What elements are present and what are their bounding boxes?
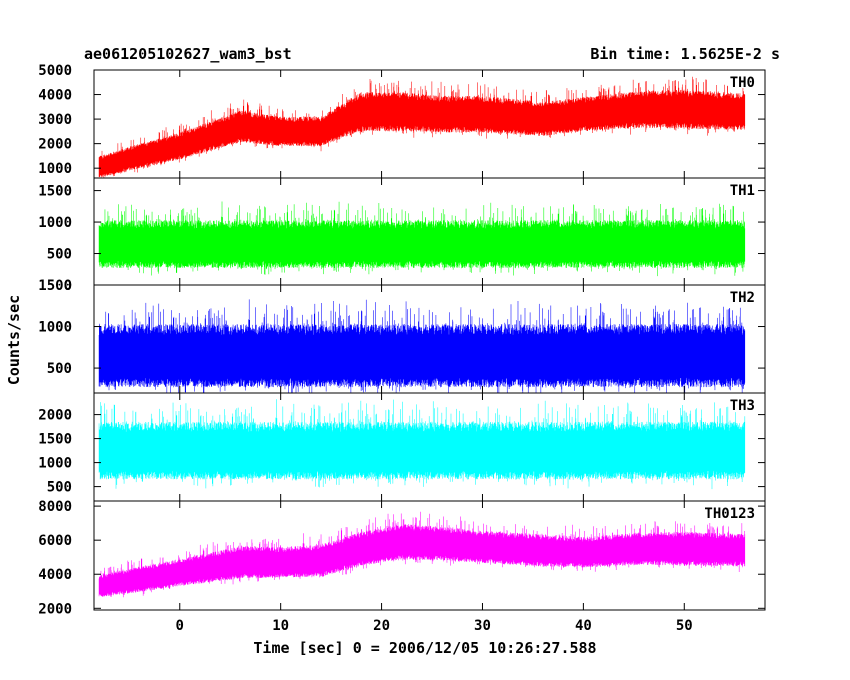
y-tick-label: 1000 — [38, 161, 72, 177]
x-tick-label: 30 — [474, 618, 491, 634]
y-tick-label: 4000 — [38, 567, 72, 583]
y-tick-label: 2000 — [38, 408, 72, 424]
series-TH3-line — [98, 399, 746, 490]
y-tick-label: 1000 — [38, 320, 72, 336]
series-TH0-line — [98, 76, 746, 178]
y-tick-label: 8000 — [38, 499, 72, 515]
y-tick-label: 500 — [47, 480, 72, 496]
y-tick-label: 2000 — [38, 601, 72, 617]
panel-frame-TH0123 — [93, 500, 766, 611]
series-label-TH0: TH0 — [730, 75, 755, 91]
x-tick-label: 20 — [373, 618, 390, 634]
y-tick-label: 1500 — [38, 432, 72, 448]
x-axis-label: Time [sec] 0 = 2006/12/05 10:26:27.588 — [253, 639, 596, 657]
y-tick-label: 5000 — [38, 63, 72, 79]
y-tick-label: 3000 — [38, 112, 72, 128]
series-label-TH2: TH2 — [730, 290, 755, 306]
series-TH2-line — [98, 299, 746, 393]
x-tick-label: 0 — [176, 618, 184, 634]
y-tick-label: 1000 — [38, 456, 72, 472]
series-label-TH3: TH3 — [730, 398, 755, 414]
series-TH0123-line — [98, 511, 746, 598]
y-tick-label: 500 — [47, 247, 72, 263]
y-tick-label: 500 — [47, 361, 72, 377]
panels: TH010002000300040005000TH1050010001500TH… — [38, 63, 766, 634]
x-tick-label: 50 — [676, 618, 693, 634]
series-label-TH1: TH1 — [730, 183, 755, 199]
chart-title: ae061205102627_wam3_bst — [84, 45, 292, 63]
y-tick-label: 6000 — [38, 533, 72, 549]
series-label-TH0123: TH0123 — [704, 506, 755, 522]
x-tick-label: 40 — [575, 618, 592, 634]
y-tick-label: 0 — [64, 278, 72, 294]
y-axis-label: Counts/sec — [5, 295, 23, 385]
y-tick-label: 2000 — [38, 137, 72, 153]
y-tick-label: 1000 — [38, 215, 72, 231]
y-tick-label: 4000 — [38, 88, 72, 104]
bin-time-label: Bin time: 1.5625E-2 s — [590, 45, 780, 63]
series-TH1-line — [98, 201, 746, 277]
x-tick-label: 10 — [272, 618, 289, 634]
y-tick-label: 1500 — [38, 278, 72, 294]
y-tick-label: 1500 — [38, 184, 72, 200]
